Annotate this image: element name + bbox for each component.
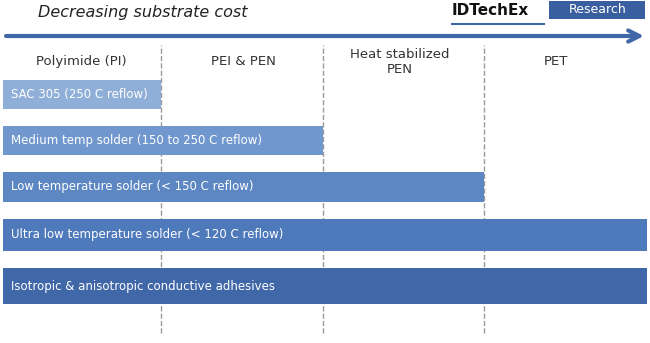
FancyArrowPatch shape — [6, 31, 640, 42]
Text: Polyimide (PI): Polyimide (PI) — [36, 55, 127, 68]
Text: Medium temp solder (150 to 250 C reflow): Medium temp solder (150 to 250 C reflow) — [11, 134, 262, 147]
Text: Ultra low temperature solder (< 120 C reflow): Ultra low temperature solder (< 120 C re… — [11, 228, 283, 241]
Text: PET: PET — [543, 55, 568, 68]
Text: Low temperature solder (< 150 C reflow): Low temperature solder (< 150 C reflow) — [11, 180, 254, 193]
Bar — [3, 268, 647, 305]
Bar — [549, 1, 645, 19]
Bar — [3, 126, 323, 155]
Text: Research: Research — [569, 3, 626, 16]
Bar — [3, 172, 484, 201]
Text: IDTechEx: IDTechEx — [452, 3, 529, 19]
Bar — [3, 219, 647, 251]
Text: Decreasing substrate cost: Decreasing substrate cost — [38, 4, 248, 20]
Text: SAC 305 (250 C reflow): SAC 305 (250 C reflow) — [11, 88, 148, 101]
Text: Heat stabilized
PEN: Heat stabilized PEN — [350, 48, 450, 76]
Bar — [3, 80, 161, 109]
Text: PEI & PEN: PEI & PEN — [211, 55, 276, 68]
Text: Isotropic & anisotropic conductive adhesives: Isotropic & anisotropic conductive adhes… — [11, 280, 275, 293]
